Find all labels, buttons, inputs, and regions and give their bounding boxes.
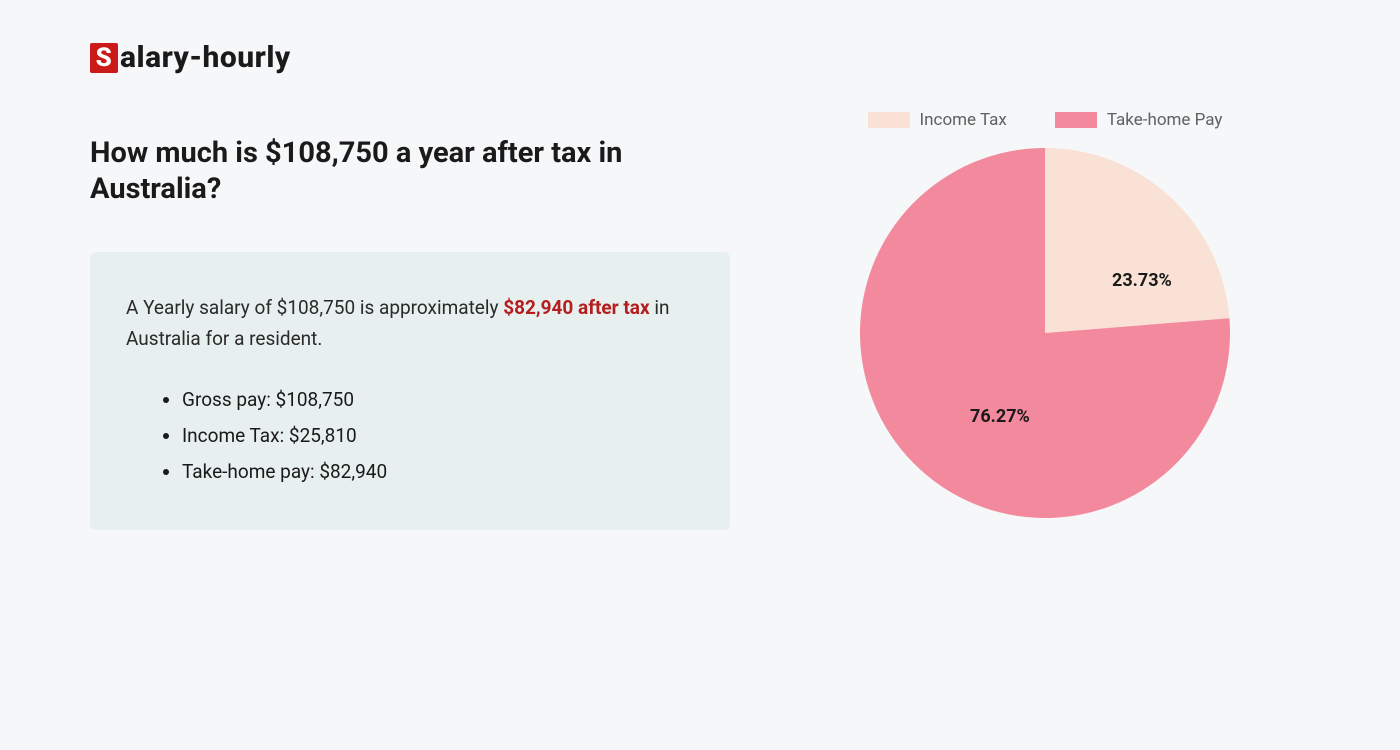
slice-label-income-tax: 23.73% <box>1112 270 1172 291</box>
pie-chart: 23.73% 76.27% <box>860 148 1230 518</box>
summary-prefix: A Yearly salary of $108,750 is approxima… <box>126 296 503 319</box>
pie-slice <box>1045 148 1229 333</box>
chart-legend: Income Tax Take-home Pay <box>868 110 1223 130</box>
bullet-income-tax: Income Tax: $25,810 <box>182 418 694 454</box>
slice-label-take-home: 76.27% <box>970 406 1030 427</box>
logo-mark: S <box>90 43 118 73</box>
left-column: Salary-hourly How much is $108,750 a yea… <box>90 40 770 710</box>
summary-box: A Yearly salary of $108,750 is approxima… <box>90 252 730 531</box>
page-title: How much is $108,750 a year after tax in… <box>90 135 670 208</box>
summary-text: A Yearly salary of $108,750 is approxima… <box>126 292 694 355</box>
legend-label-income-tax: Income Tax <box>920 110 1007 130</box>
bullet-take-home: Take-home pay: $82,940 <box>182 454 694 490</box>
right-column: Income Tax Take-home Pay 23.73% 76.27% <box>770 40 1320 710</box>
summary-highlight: $82,940 after tax <box>503 296 649 319</box>
logo: Salary-hourly <box>90 40 730 75</box>
legend-item-income-tax: Income Tax <box>868 110 1007 130</box>
legend-swatch-take-home <box>1055 112 1097 128</box>
summary-bullets: Gross pay: $108,750 Income Tax: $25,810 … <box>126 382 694 490</box>
legend-swatch-income-tax <box>868 112 910 128</box>
pie-svg <box>860 148 1230 518</box>
logo-text: alary-hourly <box>120 40 291 75</box>
legend-label-take-home: Take-home Pay <box>1107 110 1223 130</box>
bullet-gross-pay: Gross pay: $108,750 <box>182 382 694 418</box>
page: Salary-hourly How much is $108,750 a yea… <box>0 0 1400 750</box>
legend-item-take-home: Take-home Pay <box>1055 110 1223 130</box>
